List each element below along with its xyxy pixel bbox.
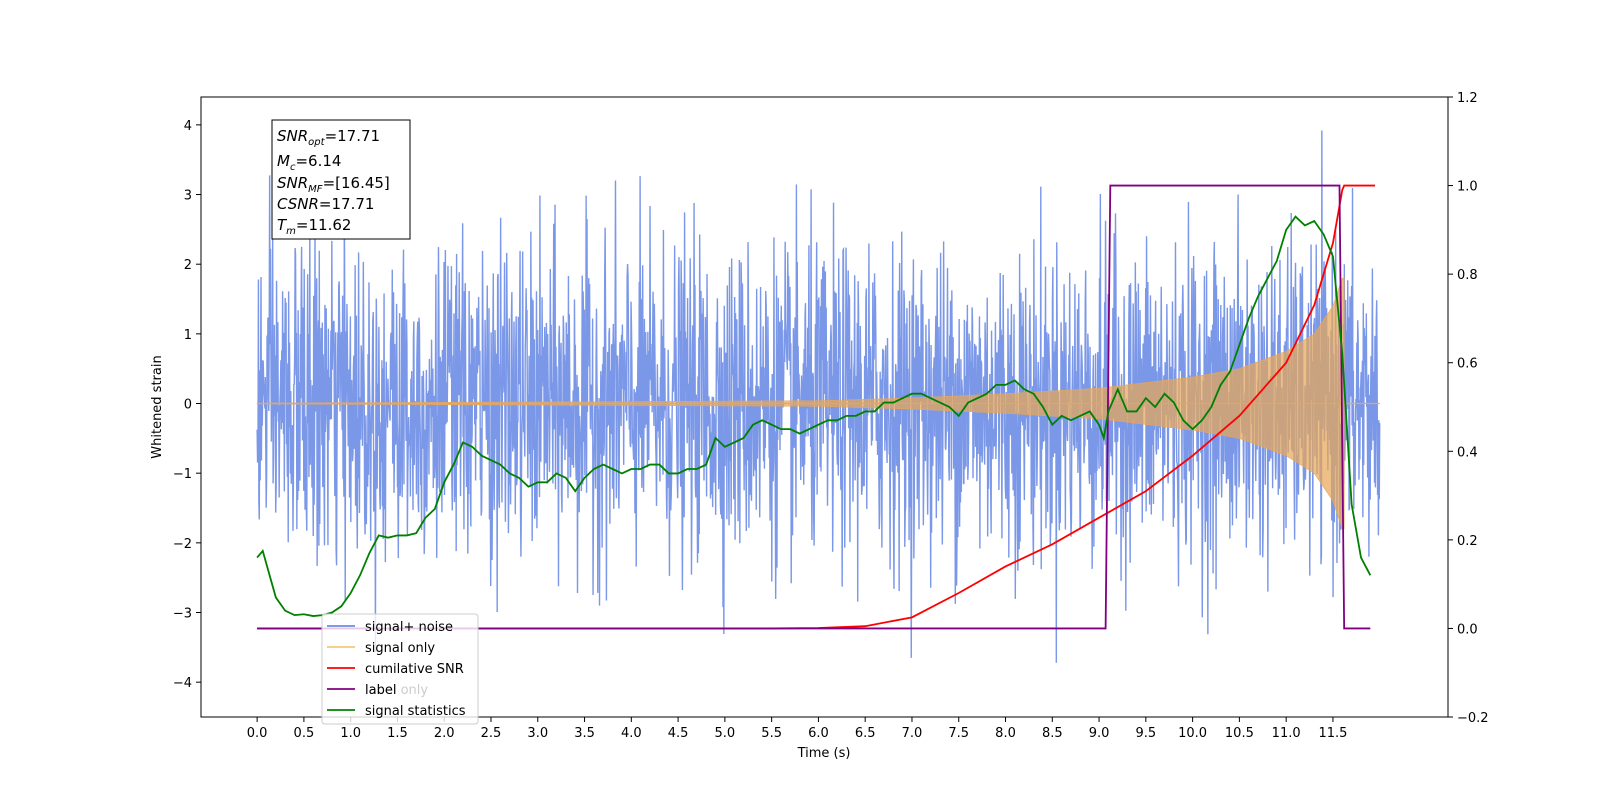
legend-label-label: label <box>365 683 396 698</box>
y-right-tick-label: 0.4 <box>1457 445 1478 460</box>
x-tick-label: 10.0 <box>1178 726 1207 741</box>
plot-area <box>256 130 1381 663</box>
y-right-tick-label: 0.2 <box>1457 534 1478 549</box>
legend-label-cumulative-snr: cumilative SNR <box>365 662 464 677</box>
x-tick-label: 1.0 <box>340 726 361 741</box>
legend-label-label-only: label only <box>365 683 428 698</box>
y-right-tick-label: 0.6 <box>1457 357 1478 372</box>
x-tick-label: 5.0 <box>715 726 736 741</box>
y-right-tick-label: 1.0 <box>1457 180 1478 195</box>
y-left-tick-label: 2 <box>184 258 192 273</box>
x-tick-label: 7.5 <box>948 726 969 741</box>
x-tick-label: 6.5 <box>855 726 876 741</box>
info-snr-mf: SNRMF=[16.45] <box>277 174 390 195</box>
x-tick-label: 1.5 <box>387 726 408 741</box>
y-left-tick-label: 1 <box>184 328 192 343</box>
info-snr-opt: SNRopt=17.71 <box>277 127 380 148</box>
info-csnr: CSNR=17.71 <box>277 195 374 213</box>
y-left-tick-label: 0 <box>184 398 192 413</box>
label-line <box>257 184 1371 630</box>
y-left-tick-label: −2 <box>173 537 192 552</box>
x-tick-label: 8.0 <box>995 726 1016 741</box>
y-left-tick-label: −3 <box>173 607 192 622</box>
legend-label-signal-noise: signal+ noise <box>365 620 453 635</box>
signal-statistics-line <box>256 215 1372 617</box>
x-tick-label: 11.5 <box>1318 726 1347 741</box>
y-right-tick-label: −0.2 <box>1457 711 1489 726</box>
plot-frame <box>200 96 1449 718</box>
x-tick-label: 9.0 <box>1089 726 1110 741</box>
x-tick-label: 5.5 <box>761 726 782 741</box>
x-tick-label: 2.5 <box>481 726 502 741</box>
x-tick-label: 7.0 <box>902 726 923 741</box>
x-tick-label: 3.5 <box>574 726 595 741</box>
y-axis-left-ticks: 4 3 2 1 0 −1 −2 −3 −4 <box>173 119 201 691</box>
x-tick-label: 0.5 <box>294 726 315 741</box>
y-right-tick-label: 0.8 <box>1457 268 1478 283</box>
y-axis-right-ticks: 1.2 1.0 0.8 0.6 0.4 0.2 0.0 −0.2 <box>1448 91 1489 726</box>
y-left-tick-label: 4 <box>184 119 192 134</box>
y-right-tick-label: 1.2 <box>1457 91 1478 106</box>
x-tick-label: 11.0 <box>1272 726 1301 741</box>
x-tick-label: 9.5 <box>1135 726 1156 741</box>
info-mc: Mc=6.14 <box>277 152 341 173</box>
y-left-tick-label: 3 <box>184 189 192 204</box>
y-right-tick-label: 0.0 <box>1457 622 1478 637</box>
x-tick-label: 0.0 <box>247 726 268 741</box>
info-tm: Tm=11.62 <box>277 216 351 237</box>
y-axis-left-label: Whitened strain <box>150 355 165 458</box>
x-tick-label: 4.0 <box>621 726 642 741</box>
y-left-tick-label: −1 <box>173 467 192 482</box>
legend: signal+ noise signal only cumilative SNR… <box>321 613 479 725</box>
x-tick-label: 8.5 <box>1042 726 1063 741</box>
info-box: SNRopt=17.71 Mc=6.14 SNRMF=[16.45] CSNR=… <box>271 119 411 240</box>
x-axis-label: Time (s) <box>797 746 851 761</box>
x-tick-label: 4.5 <box>668 726 689 741</box>
x-tick-label: 3.0 <box>527 726 548 741</box>
x-tick-label: 6.0 <box>808 726 829 741</box>
y-left-tick-label: −4 <box>173 676 192 691</box>
legend-label-signal-statistics: signal statistics <box>365 704 466 719</box>
x-tick-label: 2.0 <box>434 726 455 741</box>
x-tick-label: 10.5 <box>1225 726 1254 741</box>
legend-label-signal-only: signal only <box>365 641 435 656</box>
x-axis-ticks: 0.0 0.5 1.0 1.5 2.0 2.5 3.0 3.5 4.0 4.5 5.0 5.5 6.0 6… <box>247 717 1347 741</box>
cumulative-snr-line <box>257 184 1376 630</box>
